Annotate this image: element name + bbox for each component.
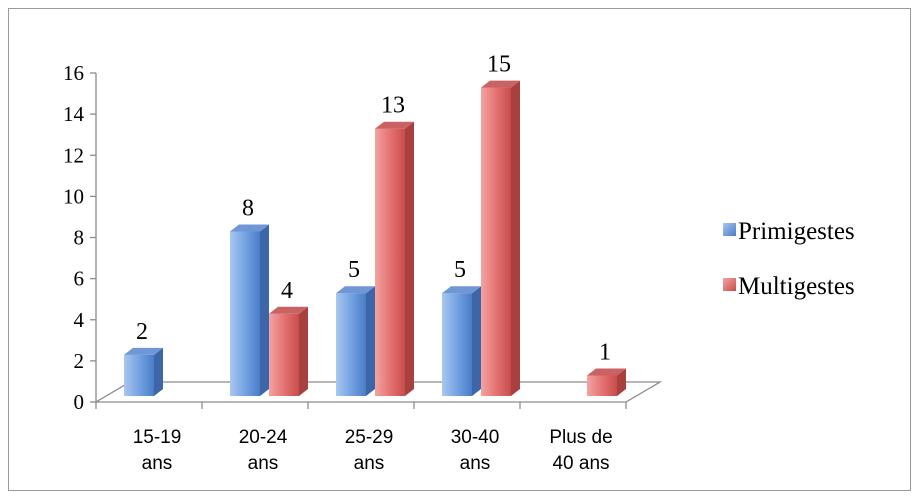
bar-side [260,224,269,396]
bar-side [405,121,414,396]
data-label: 2 [136,319,148,345]
bar-multigestes-2 [375,121,414,396]
x-tick-label: ans [460,453,491,474]
label-layer: 2 8 5 5 4 13 15 1 [136,52,611,366]
data-label: 13 [381,93,405,119]
y-tick-label: 10 [63,184,84,208]
y-tick-label: 16 [63,61,84,85]
bar-top [481,80,520,88]
y-tick-label: 0 [74,390,85,414]
bar-front [124,354,154,396]
chart-frame [8,8,911,491]
legend-label: Multigestes [738,273,855,300]
bar-front [375,128,405,396]
bar-multigestes-3 [481,80,520,396]
bar-side [617,368,626,396]
data-label: 15 [487,52,511,78]
bar-multigestes-1 [269,306,308,396]
bar-side [366,286,375,396]
x-tick-label: 15-19 [133,427,182,448]
bar-primigestes-0 [124,347,163,396]
x-tick-label: 20-24 [239,427,288,448]
y-tick-label: 12 [63,143,84,167]
y-tick-label: 4 [74,308,85,332]
x-tick-label: 40 ans [552,453,609,474]
bar-front [269,313,299,396]
bar-side [299,306,308,396]
bar-top [442,286,481,294]
bar-top [375,121,414,129]
data-label: 4 [281,278,293,304]
data-label: 8 [242,196,254,222]
legend-item-primigestes: Primigestes [723,218,855,245]
x-tick-label: ans [354,453,385,474]
x-tick-label: 25-29 [345,427,394,448]
data-label: 5 [348,257,360,283]
y-tick-label: 8 [74,226,85,250]
x-tick-label: ans [248,453,279,474]
bar-primigestes-2 [336,286,375,396]
legend-item-multigestes: Multigestes [723,273,855,300]
y-tick-label: 6 [74,267,85,291]
bar-front [442,293,472,396]
x-tick-label: 30-40 [451,427,500,448]
legend-swatch [723,278,736,291]
bar-side [511,80,520,396]
bar-side [472,286,481,396]
bar-front [481,87,511,396]
legend-swatch [723,223,736,236]
x-tick-label: ans [142,453,173,474]
bar-top [587,368,626,376]
legend-label: Primigestes [738,218,855,245]
axis-layer: 024681012141615-19ans20-24ans25-29ans30-… [63,61,663,474]
bar-top [336,286,375,294]
legend: Primigestes Multigestes [723,218,855,300]
bar-side [154,347,163,396]
y-tick-label: 2 [74,349,85,373]
bar-top [124,347,163,355]
x-tick-label: Plus de [549,427,612,448]
bar-multigestes-4 [587,368,626,396]
bar-primigestes-3 [442,286,481,396]
bar-top [230,224,269,232]
data-label: 5 [454,257,466,283]
bar-front [587,375,617,396]
bar-top [269,306,308,314]
bar-front [336,293,366,396]
data-label: 1 [599,339,611,365]
bar-front [230,231,260,396]
bar-layer [124,80,626,396]
y-tick-label: 14 [63,102,85,126]
bar-primigestes-1 [230,224,269,396]
